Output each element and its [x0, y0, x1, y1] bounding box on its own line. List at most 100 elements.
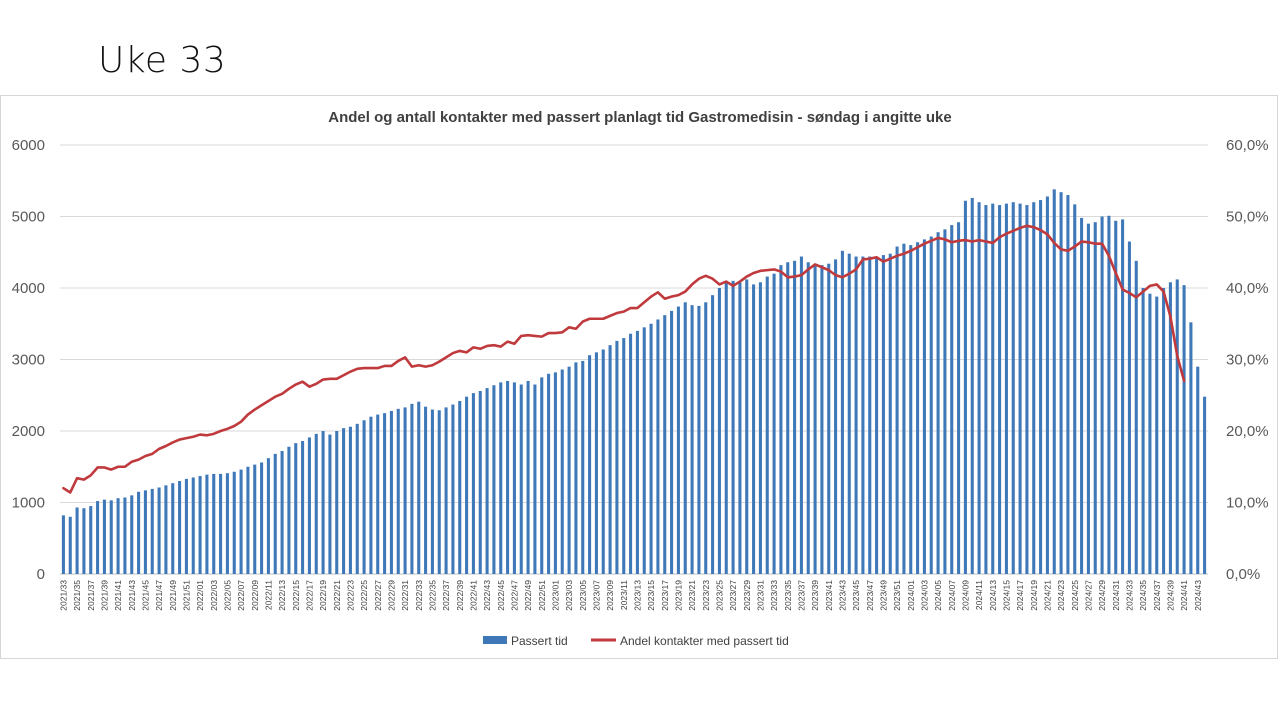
x-tick-label: 2024/33 [1124, 580, 1134, 611]
bar [253, 464, 257, 574]
x-tick-label: 2024/11 [974, 580, 984, 610]
x-tick-label: 2022/09 [250, 580, 260, 611]
x-tick-label: 2022/01 [195, 580, 205, 611]
x-tick-label: 2024/39 [1165, 580, 1175, 611]
bar [123, 497, 127, 574]
bar [225, 473, 229, 574]
x-tick-label: 2021/49 [168, 580, 178, 611]
bar [813, 263, 817, 574]
bar [683, 302, 687, 574]
x-tick-label: 2023/45 [851, 580, 861, 611]
x-tick-label: 2023/15 [646, 580, 656, 611]
bar [506, 380, 510, 574]
y-right-tick-label: 10,0% [1226, 495, 1269, 512]
x-tick-label: 2022/39 [455, 580, 465, 611]
bar [916, 242, 920, 575]
bar [273, 453, 277, 574]
x-tick-label: 2024/23 [1056, 580, 1066, 611]
bar [1162, 288, 1166, 574]
bar [704, 302, 708, 574]
chart-frame [0, 95, 1278, 659]
x-tick-label: 2023/11 [619, 580, 629, 610]
bar [1168, 282, 1172, 574]
bar [157, 487, 161, 574]
bar [328, 434, 332, 574]
bar [219, 473, 223, 574]
y-left-tick-label: 2000 [12, 423, 45, 440]
bar [1073, 204, 1077, 574]
left-axis-labels: 0 1000 2000 3000 4000 5000 6000 [12, 137, 45, 583]
x-tick-label: 2024/43 [1193, 580, 1203, 611]
bar [690, 305, 694, 574]
legend: Passert tid Andel kontakter med passert … [483, 634, 789, 648]
bar [1134, 260, 1138, 574]
bar [89, 506, 93, 574]
bar [526, 380, 530, 574]
bar [1045, 196, 1049, 575]
x-tick-label: 2022/17 [304, 580, 314, 611]
bar [1011, 202, 1015, 574]
bar [68, 516, 72, 574]
bar [478, 390, 482, 574]
bar [854, 256, 858, 574]
bar [1127, 241, 1131, 574]
bar [608, 345, 612, 574]
bar-series [61, 189, 1207, 575]
x-tick-label: 2022/11 [263, 580, 273, 610]
bar [465, 396, 469, 574]
x-tick-label: 2023/43 [837, 580, 847, 611]
x-tick-label: 2023/37 [796, 580, 806, 611]
x-tick-label: 2021/51 [181, 580, 191, 611]
right-axis-labels: 0,0% 10,0% 20,0% 30,0% 40,0% 50,0% 60,0% [1226, 137, 1269, 583]
x-tick-label: 2022/43 [482, 580, 492, 611]
bar [1093, 222, 1097, 574]
bar [711, 295, 715, 574]
bar [615, 340, 619, 574]
x-tick-label: 2024/37 [1152, 580, 1162, 611]
bar [895, 246, 899, 574]
bar [355, 423, 359, 574]
x-tick-label: 2022/23 [345, 580, 355, 611]
bar [307, 437, 311, 574]
bar [335, 431, 339, 574]
bar [116, 498, 120, 574]
x-tick-label: 2023/33 [769, 580, 779, 611]
bar [137, 491, 141, 574]
bar [198, 476, 202, 574]
y-left-tick-label: 3000 [12, 352, 45, 369]
bar [61, 515, 65, 574]
bar [342, 428, 346, 574]
legend-bar-swatch [483, 636, 507, 644]
bar [827, 263, 831, 574]
y-right-tick-label: 60,0% [1226, 137, 1269, 154]
bar [321, 431, 325, 574]
bar [451, 404, 455, 574]
bar [96, 501, 100, 574]
bar [1121, 219, 1125, 575]
x-tick-label: 2024/17 [1015, 580, 1025, 611]
x-tick-label: 2021/33 [58, 580, 68, 611]
x-tick-label: 2022/15 [291, 580, 301, 611]
bar [834, 259, 838, 574]
x-tick-label: 2023/51 [892, 580, 902, 611]
bar [1080, 217, 1084, 574]
x-tick-label: 2023/23 [701, 580, 711, 611]
bar [301, 441, 305, 574]
bar [1107, 215, 1111, 575]
bar [875, 256, 879, 574]
bar [1086, 223, 1090, 574]
bar [922, 239, 926, 574]
x-tick-label: 2024/29 [1097, 580, 1107, 611]
bar [553, 372, 557, 574]
x-tick-label: 2024/01 [906, 580, 916, 611]
x-tick-label: 2022/35 [427, 580, 437, 611]
x-tick-label: 2024/27 [1083, 580, 1093, 611]
bar [547, 373, 551, 574]
bar [676, 306, 680, 574]
x-tick-label: 2022/41 [468, 580, 478, 611]
bar [533, 384, 537, 574]
x-tick-label: 2024/15 [1001, 580, 1011, 611]
bar [348, 426, 352, 574]
x-tick-label: 2024/35 [1138, 580, 1148, 611]
x-tick-label: 2023/21 [687, 580, 697, 611]
